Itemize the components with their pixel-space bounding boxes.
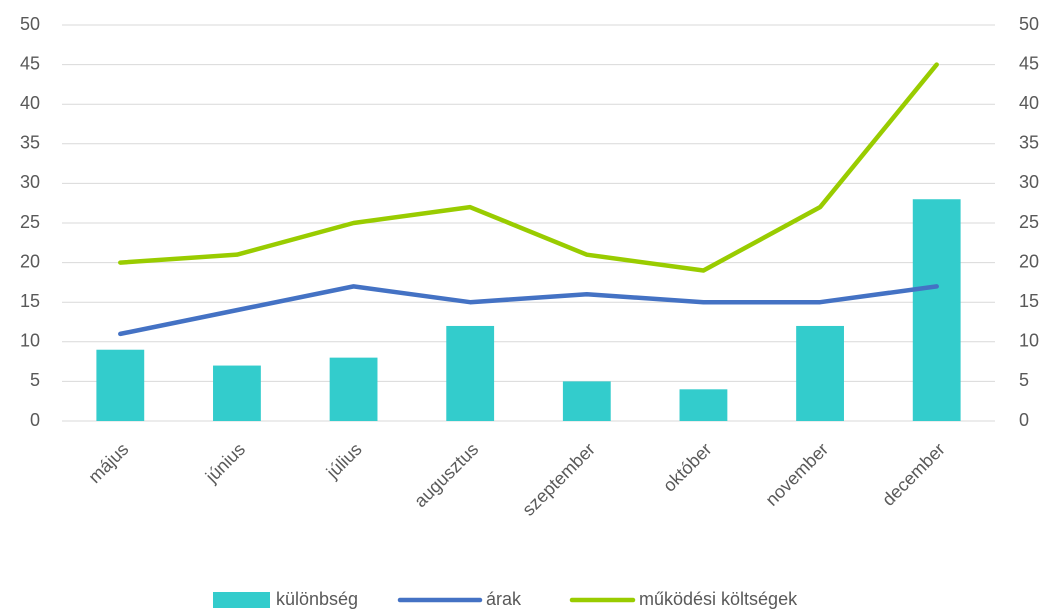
y-tick-label: 40 (20, 93, 40, 113)
y2-tick-label: 50 (1019, 14, 1039, 34)
y-tick-label: 0 (30, 410, 40, 430)
y-tick-label: 20 (20, 251, 40, 271)
bar (96, 349, 145, 421)
y2-tick-label: 0 (1019, 410, 1029, 430)
y-tick-label: 30 (20, 172, 40, 192)
bar (679, 389, 728, 421)
line (118, 62, 939, 273)
legend-label: árak (486, 589, 522, 609)
y-tick-label: 35 (20, 133, 40, 153)
line (118, 284, 939, 337)
legend-label: különbség (276, 589, 358, 609)
y2-tick-label: 25 (1019, 212, 1039, 232)
y-tick-label: 15 (20, 291, 40, 311)
y2-tick-label: 40 (1019, 93, 1039, 113)
y2-tick-label: 30 (1019, 172, 1039, 192)
y-tick-label: 10 (20, 331, 40, 351)
y-tick-label: 45 (20, 53, 40, 73)
x-tick-label: december (878, 439, 949, 510)
x-tick-label: május (84, 439, 132, 487)
bar (562, 381, 611, 421)
bar (912, 199, 961, 421)
x-tick-label: október (659, 439, 716, 496)
y2-tick-label: 5 (1019, 370, 1029, 390)
y2-tick-label: 35 (1019, 133, 1039, 153)
y-tick-label: 25 (20, 212, 40, 232)
x-tick-label: augusztus (410, 439, 482, 511)
y2-tick-label: 15 (1019, 291, 1039, 311)
x-tick-label: július (322, 439, 366, 483)
bar (329, 357, 378, 421)
y-tick-label: 5 (30, 370, 40, 390)
y2-tick-label: 45 (1019, 53, 1039, 73)
y2-tick-label: 20 (1019, 251, 1039, 271)
bar (796, 325, 844, 421)
legend-label: működési költségek (639, 589, 798, 609)
x-tick-label: szeptember (518, 439, 599, 520)
bar (446, 325, 495, 421)
x-tick-label: november (762, 439, 833, 510)
bar (213, 365, 261, 421)
y2-tick-label: 10 (1019, 331, 1039, 351)
legend-swatch (213, 592, 270, 608)
y-tick-label: 50 (20, 14, 40, 34)
x-tick-label: június (201, 439, 249, 487)
